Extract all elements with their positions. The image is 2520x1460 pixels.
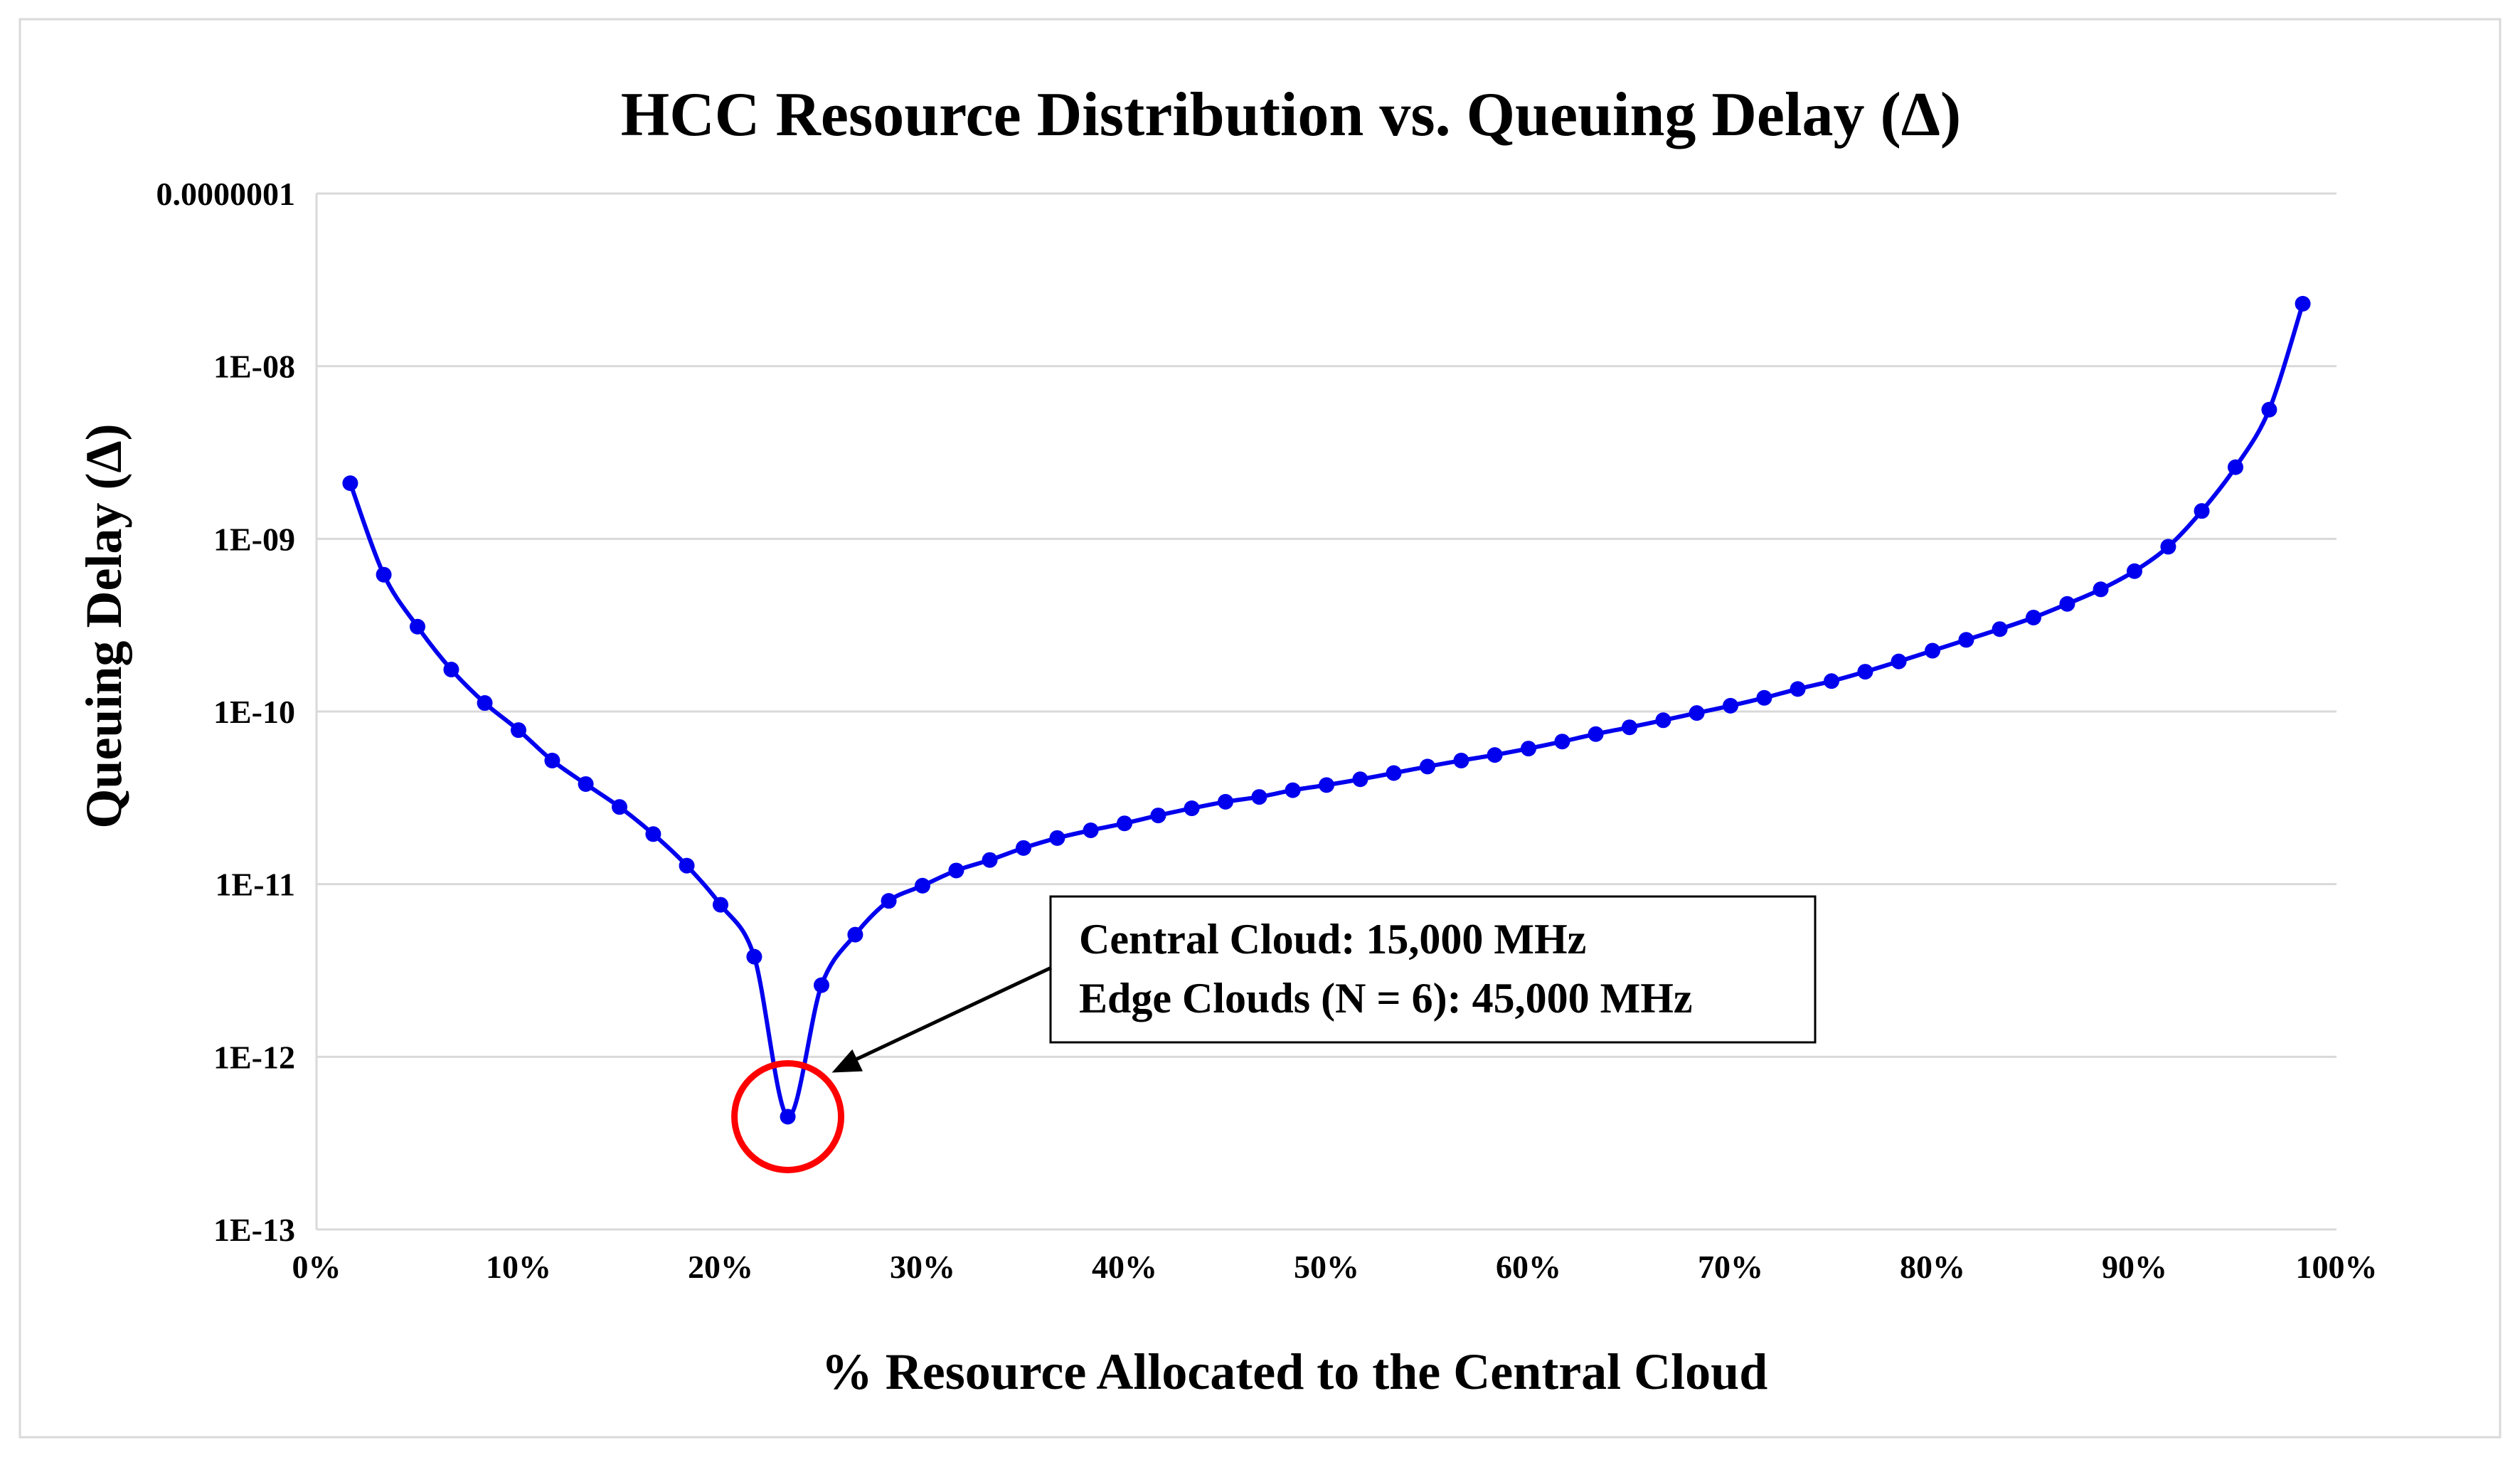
data-point (982, 852, 998, 868)
x-axis-title: % Resource Allocated to the Central Clou… (822, 1343, 1768, 1400)
data-point (342, 475, 358, 492)
x-tick-label: 0% (292, 1249, 341, 1285)
annotation-box (1049, 895, 1817, 1044)
axes (315, 194, 2336, 1231)
data-point (1049, 830, 1065, 846)
annotation-text: Edge Clouds (N = 6): 45,000 MHz (1079, 975, 1693, 1022)
data-point (1184, 800, 1200, 817)
y-tick-labels: 1E-13 1E-12 1E-11 1E-10 1E-09 1E-08 0.0000001 (156, 176, 296, 1248)
x-tick-label: 100% (2296, 1249, 2378, 1285)
data-point (1925, 642, 1940, 659)
data-point (915, 877, 930, 894)
annotation-text: Central Cloud: 15,000 MHz (1079, 916, 1586, 963)
data-point (612, 799, 627, 815)
x-tick-labels: 0% 10% 20% 30% 40% 50% 60% 70% 80% 90% 100% (292, 1249, 2378, 1285)
data-point (1622, 719, 1637, 736)
data-point (1521, 741, 1536, 757)
data-point (410, 618, 425, 635)
grid-lines (317, 192, 2336, 1058)
x-tick-label: 60% (1496, 1249, 1561, 1285)
data-point (1992, 621, 2008, 638)
y-tick-label: 0.0000001 (156, 176, 296, 212)
data-point (2127, 563, 2142, 579)
data-point (1218, 793, 1233, 810)
y-tick-label: 1E-12 (213, 1039, 295, 1075)
data-point (1319, 777, 1334, 793)
data-point (2026, 609, 2041, 625)
x-tick-label: 20% (688, 1249, 753, 1285)
data-point (2093, 581, 2109, 598)
chart-title: HCC Resource Distribution vs. Queuing De… (621, 80, 1961, 149)
data-point (2228, 459, 2243, 475)
data-point (1251, 789, 1267, 805)
data-point (679, 857, 695, 874)
data-point (1588, 726, 1604, 742)
y-tick-label: 1E-08 (213, 349, 295, 385)
data-point (1790, 681, 1806, 697)
data-point (2295, 295, 2311, 312)
data-point (1655, 712, 1671, 729)
series-layer (342, 295, 2311, 1125)
data-point (645, 826, 661, 842)
arrow-head (831, 1049, 863, 1073)
x-tick-label: 40% (1092, 1249, 1157, 1285)
y-tick-label: 1E-13 (213, 1212, 295, 1248)
x-tick-label: 10% (486, 1249, 551, 1285)
x-tick-label: 30% (890, 1249, 955, 1285)
data-point (1285, 782, 1301, 798)
data-point (443, 662, 459, 678)
data-point (2261, 401, 2277, 418)
data-point (1150, 808, 1166, 824)
data-point (477, 695, 493, 712)
annotation-layer: Central Cloud: 15,000 MHz Edge Clouds (N … (731, 895, 1817, 1173)
annotation-arrow (844, 966, 1053, 1067)
data-point (1857, 664, 1873, 680)
data-point (578, 776, 594, 792)
data-point (2059, 596, 2075, 612)
data-point (746, 948, 762, 965)
x-tick-label: 80% (1900, 1249, 1965, 1285)
data-point (1386, 765, 1402, 781)
data-point (1824, 673, 1839, 689)
data-point (847, 926, 863, 943)
x-tick-label: 70% (1698, 1249, 1763, 1285)
data-point (1117, 815, 1132, 832)
data-point (2194, 503, 2210, 519)
data-point (1420, 758, 1435, 775)
data-point (544, 752, 560, 768)
data-point (376, 566, 392, 583)
data-point (780, 1109, 796, 1125)
data-point (1352, 771, 1368, 788)
chart-frame (18, 18, 2502, 1439)
data-point (1554, 734, 1570, 750)
data-point (1487, 747, 1503, 763)
y-tick-label: 1E-10 (213, 694, 295, 730)
data-point (948, 862, 964, 879)
data-point (713, 896, 728, 913)
y-tick-label: 1E-09 (213, 521, 295, 557)
data-point (1891, 653, 1907, 670)
data-point (814, 977, 829, 993)
y-axis-title: Queuing Delay (Δ) (75, 423, 132, 828)
data-point (1016, 840, 1031, 856)
data-point (1453, 752, 1469, 768)
data-point (1756, 689, 1772, 706)
highlight-circle (731, 1059, 845, 1173)
data-point (1723, 697, 1738, 714)
data-point (1083, 822, 1099, 839)
data-point (2160, 539, 2176, 555)
data-point (1958, 632, 1974, 648)
y-tick-label: 1E-11 (216, 867, 295, 903)
x-tick-label: 50% (1294, 1249, 1359, 1285)
data-point (881, 893, 897, 909)
data-point (511, 722, 526, 739)
x-tick-label: 90% (2102, 1249, 2167, 1285)
data-point (1689, 705, 1705, 721)
